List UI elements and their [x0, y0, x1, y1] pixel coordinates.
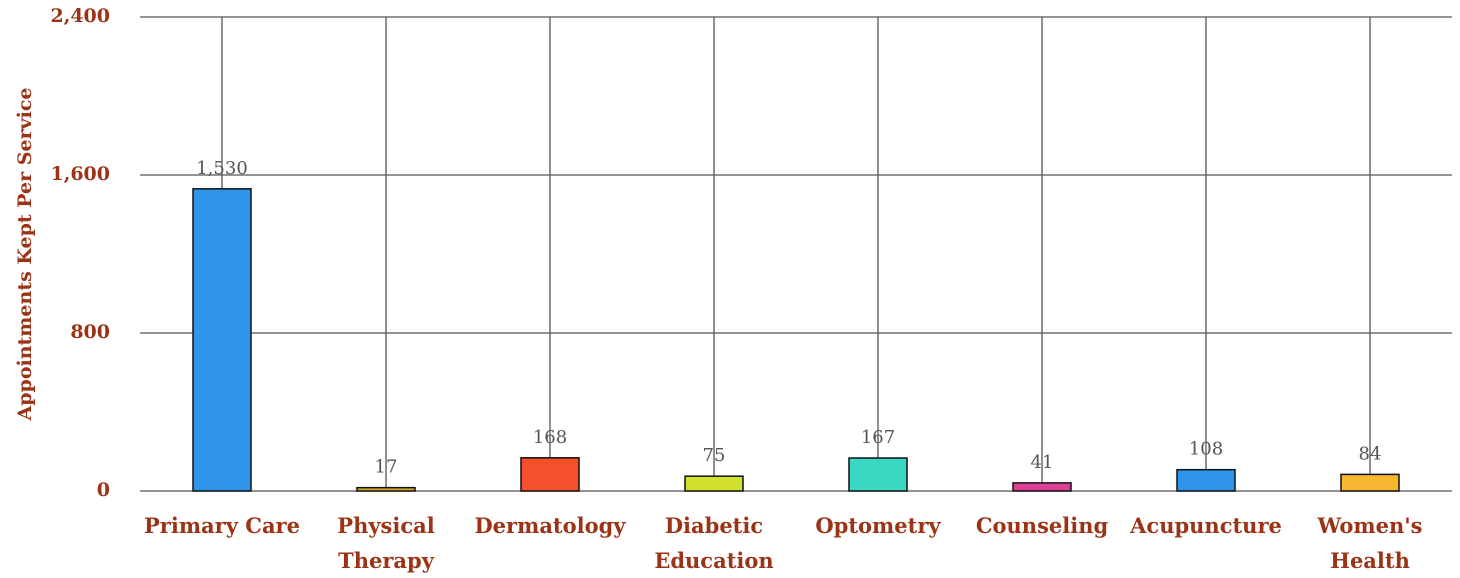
bar	[192, 188, 252, 492]
x-tick-label: Physical Therapy	[337, 513, 435, 573]
value-label: 41	[1031, 452, 1054, 473]
x-tick-label: Primary Care	[144, 513, 300, 538]
x-tick-label: Dermatology	[474, 513, 626, 538]
bar	[1012, 482, 1072, 492]
bar	[684, 475, 744, 492]
bar	[356, 486, 416, 492]
y-tick-label: 2,400	[51, 5, 111, 27]
value-label: 108	[1189, 439, 1223, 460]
x-tick-label: Women's Health	[1317, 513, 1423, 573]
value-label: 167	[861, 427, 895, 448]
bar	[1340, 473, 1400, 492]
bar	[520, 457, 580, 492]
y-axis-label: Appointments Kept Per Service	[14, 88, 36, 422]
y-tick-label: 0	[97, 479, 110, 501]
bar	[1176, 468, 1236, 492]
y-tick-label: 1,600	[51, 163, 111, 185]
x-tick-label: Diabetic Education	[654, 513, 774, 573]
value-label: 84	[1359, 443, 1382, 464]
value-label: 17	[375, 457, 398, 478]
x-tick-label: Counseling	[975, 513, 1109, 538]
bar	[848, 457, 908, 492]
x-tick-label: Optometry	[815, 513, 941, 538]
value-label: 75	[703, 445, 726, 466]
value-label: 1,530	[196, 158, 248, 179]
y-tick-label: 800	[70, 321, 110, 343]
x-tick-label: Acupuncture	[1130, 513, 1282, 538]
value-label: 168	[533, 427, 567, 448]
